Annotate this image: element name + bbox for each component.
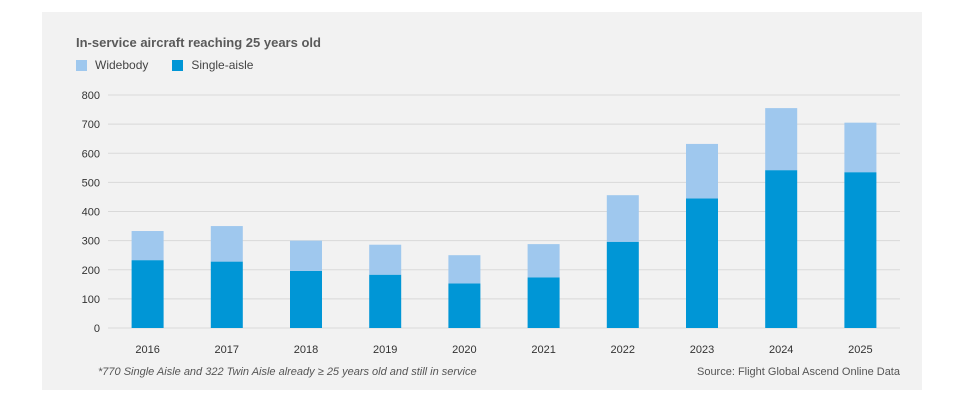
bar-single-aisle-2016	[131, 260, 164, 328]
bar-widebody-2023	[686, 143, 718, 199]
bar-widebody-2020	[448, 255, 481, 284]
x-tick-label-2025: 2025	[848, 344, 872, 356]
bar-widebody-2022	[606, 195, 639, 242]
y-tick-label-700: 700	[82, 119, 100, 131]
x-tick-label-2023: 2023	[690, 344, 714, 356]
bar-widebody-2019	[369, 244, 402, 275]
bar-widebody-2017	[210, 226, 243, 262]
y-tick-label-500: 500	[82, 177, 100, 189]
x-tick-label-2016: 2016	[135, 344, 159, 356]
bar-widebody-2021	[527, 244, 560, 278]
y-tick-label-600: 600	[82, 148, 100, 160]
bar-single-aisle-2023	[686, 198, 718, 328]
chart-legend: Widebody Single-aisle	[76, 58, 277, 72]
y-tick-label-100: 100	[82, 294, 100, 306]
y-tick-label-800: 800	[82, 90, 100, 102]
y-tick-label-200: 200	[82, 265, 100, 277]
y-tick-label-300: 300	[82, 236, 100, 248]
bar-single-aisle-2021	[527, 277, 560, 328]
x-tick-label-2019: 2019	[373, 344, 397, 356]
bar-single-aisle-2024	[765, 170, 798, 328]
bar-single-aisle-2025	[844, 172, 877, 328]
legend-swatch-single-aisle	[172, 59, 184, 71]
legend-item-single-aisle: Single-aisle	[172, 58, 253, 72]
x-tick-label-2021: 2021	[531, 344, 555, 356]
chart-footnote: *770 Single Aisle and 322 Twin Aisle alr…	[98, 366, 477, 378]
bar-single-aisle-2020	[448, 283, 481, 328]
legend-label-widebody: Widebody	[95, 58, 149, 72]
bar-single-aisle-2019	[369, 274, 402, 328]
bar-widebody-2016	[131, 231, 164, 261]
bar-widebody-2025	[844, 122, 877, 173]
bar-widebody-2018	[290, 240, 322, 271]
y-tick-label-0: 0	[94, 323, 100, 335]
y-tick-label-400: 400	[82, 207, 100, 219]
bar-single-aisle-2022	[606, 241, 639, 328]
x-tick-label-2017: 2017	[215, 344, 239, 356]
chart-source: Source: Flight Global Ascend Online Data	[696, 366, 900, 378]
bar-single-aisle-2017	[210, 261, 243, 328]
legend-item-widebody: Widebody	[76, 58, 148, 72]
legend-label-single-aisle: Single-aisle	[191, 58, 254, 72]
chart-title: In-service aircraft reaching 25 years ol…	[76, 35, 321, 50]
x-tick-label-2020: 2020	[452, 344, 476, 356]
x-tick-label-2022: 2022	[611, 344, 635, 356]
bar-widebody-2024	[765, 108, 798, 171]
legend-swatch-widebody	[76, 59, 87, 71]
x-tick-label-2018: 2018	[294, 344, 318, 356]
bar-single-aisle-2018	[290, 270, 322, 328]
x-tick-label-2024: 2024	[769, 344, 793, 356]
